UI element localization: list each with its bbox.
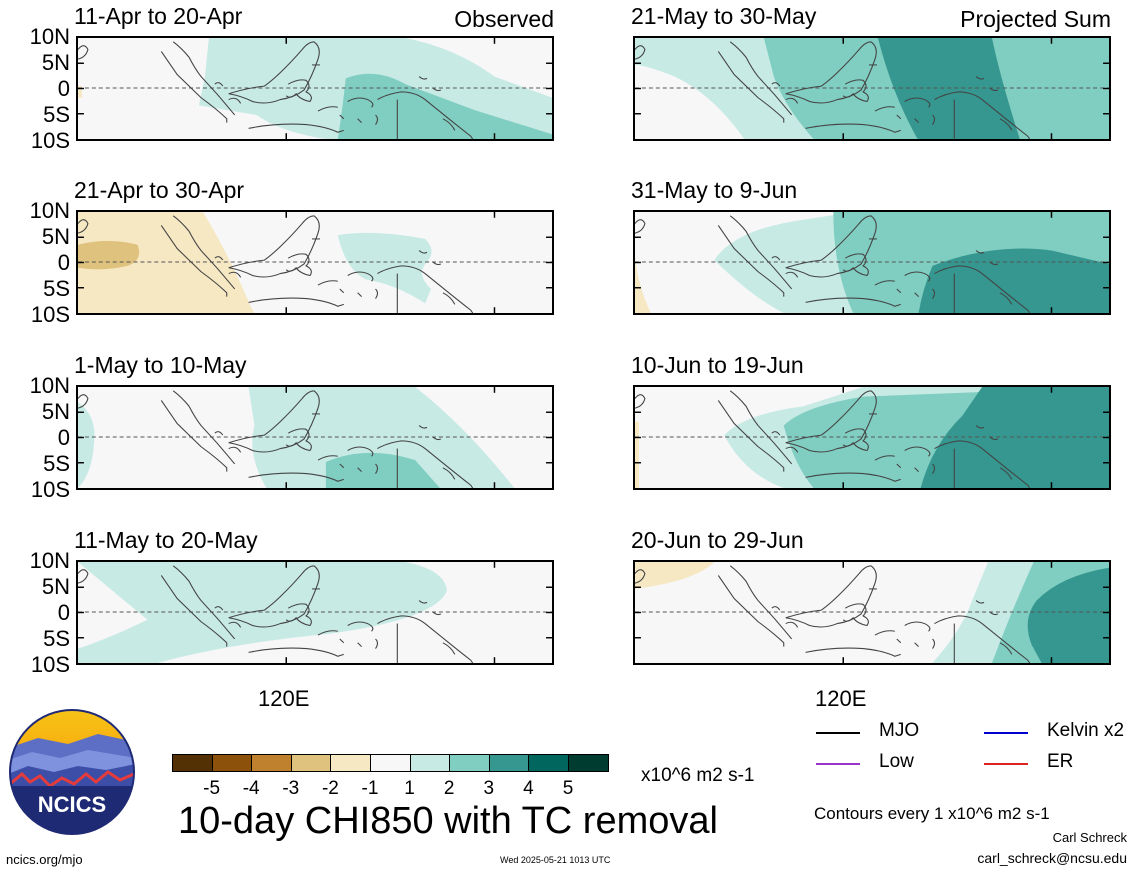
colorbar-swatch (369, 754, 411, 772)
panel-title: 10-Jun to 19-Jun (631, 352, 804, 378)
lat-label: 0 (57, 425, 70, 450)
lat-label: 5S (43, 276, 70, 301)
author-name: Carl Schreck (1052, 830, 1127, 845)
colorbar-swatch (290, 754, 332, 772)
map-panel (76, 385, 554, 490)
timestamp: Wed 2025-05-21 1013 UTC (500, 855, 611, 865)
colorbar-label: -4 (242, 778, 260, 799)
colorbar-swatch (172, 754, 213, 772)
figure-title: 10-day CHI850 with TC removal (178, 800, 718, 842)
lat-label: 10N (29, 373, 70, 398)
author-email: carl_schreck@ncsu.edu (977, 850, 1127, 866)
lat-label: 0 (57, 250, 70, 275)
lat-label: 5N (41, 574, 70, 599)
lat-label: 10S (30, 302, 70, 327)
colorbar-swatch (409, 754, 451, 772)
panel-title: 31-May to 9-Jun (631, 177, 798, 203)
map-panel (76, 210, 554, 315)
legend-label: Kelvin x2 (1047, 720, 1125, 741)
ncics-logo: NCICS (8, 708, 136, 836)
lat-label: 5N (41, 399, 70, 424)
lat-label: 0 (57, 600, 70, 625)
colorbar-swatch (449, 754, 490, 772)
lat-label: 10S (30, 477, 70, 502)
colorbar-label: 5 (562, 778, 574, 799)
legend-swatch (984, 763, 1028, 765)
map-panel (76, 560, 554, 665)
colorbar-swatch (330, 754, 371, 772)
colorbar-units: x10^6 m2 s-1 (641, 765, 755, 786)
map-panel (633, 210, 1111, 315)
map-panel (633, 385, 1111, 490)
legend-label: MJO (879, 720, 920, 741)
panel-title: 11-Apr to 20-Apr (74, 3, 243, 29)
map-panel (633, 36, 1111, 141)
colorbar-label: 3 (483, 778, 495, 799)
panel-title: 20-Jun to 29-Jun (631, 527, 804, 553)
panel-tag: Projected Sum (960, 6, 1111, 32)
colorbar-label: -5 (203, 778, 221, 799)
site-url: ncics.org/mjo (6, 852, 83, 867)
map-panel (633, 560, 1111, 665)
lat-label: 5S (43, 451, 70, 476)
legend-swatch (816, 732, 860, 734)
lat-label: 5N (41, 224, 70, 249)
colorbar-swatch (567, 754, 609, 772)
lat-label: 10S (30, 128, 70, 153)
contour-note: Contours every 1 x10^6 m2 s-1 (814, 804, 1050, 823)
colorbar-label: 2 (443, 778, 455, 799)
lat-label: 10N (29, 548, 70, 573)
panel-title: 21-Apr to 30-Apr (74, 177, 245, 203)
colorbar-label: -1 (361, 778, 379, 799)
lat-label: 5S (43, 626, 70, 651)
colorbar-swatch (488, 754, 530, 772)
colorbar-swatch (528, 754, 569, 772)
lat-label: 5N (41, 50, 70, 75)
lat-label: 10N (29, 24, 70, 49)
panel-title: 1-May to 10-May (74, 352, 247, 378)
panel-title: 11-May to 20-May (74, 527, 258, 553)
legend-label: Low (879, 751, 914, 772)
colorbar (172, 754, 609, 772)
panel-title: 21-May to 30-May (631, 3, 817, 29)
lon-label-right: 120E (815, 686, 867, 711)
colorbar-label: -2 (321, 778, 339, 799)
lat-label: 10S (30, 652, 70, 677)
map-panel (76, 36, 554, 141)
legend-swatch (984, 732, 1028, 734)
logo-text: NCICS (38, 792, 106, 817)
colorbar-label: 4 (523, 778, 534, 799)
colorbar-swatch (211, 754, 253, 772)
colorbar-swatch (251, 754, 292, 772)
panel-tag: Observed (454, 6, 554, 32)
legend-label: ER (1047, 751, 1074, 772)
lat-label: 0 (57, 76, 70, 101)
lon-label-left: 120E (258, 686, 310, 711)
colorbar-label: -3 (282, 778, 300, 799)
legend-swatch (816, 763, 860, 765)
lat-label: 5S (43, 102, 70, 127)
colorbar-label: 1 (404, 778, 415, 799)
lat-label: 10N (29, 198, 70, 223)
